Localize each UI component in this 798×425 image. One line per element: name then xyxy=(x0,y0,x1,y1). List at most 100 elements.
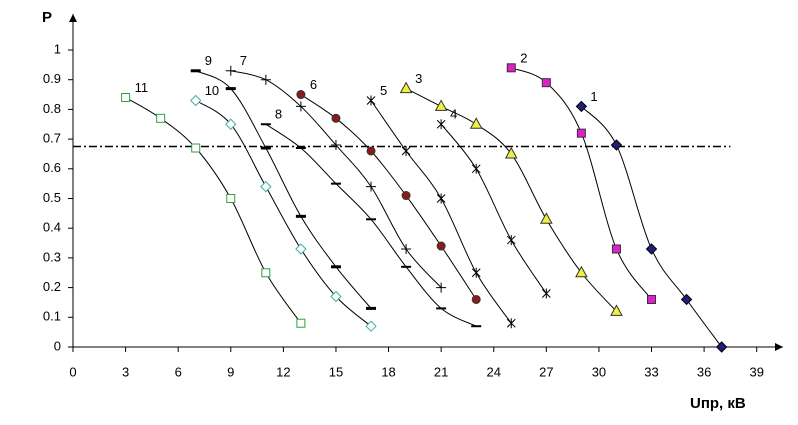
point xyxy=(190,94,202,107)
series-label: 3 xyxy=(415,71,422,86)
x-tick-label: 12 xyxy=(276,364,290,379)
x-tick-label: 27 xyxy=(539,364,553,379)
x-tick-label: 15 xyxy=(329,364,343,379)
point xyxy=(260,74,271,85)
series-label: 11 xyxy=(135,80,149,95)
series-label: 5 xyxy=(380,83,387,98)
series-line xyxy=(581,106,723,348)
point xyxy=(541,78,551,88)
point xyxy=(471,267,481,278)
point xyxy=(366,218,377,221)
point xyxy=(401,265,412,268)
point xyxy=(541,288,551,299)
series-label: 1 xyxy=(590,89,597,104)
point xyxy=(610,304,623,316)
point xyxy=(366,146,376,156)
series-label: 9 xyxy=(205,53,212,68)
point xyxy=(191,143,201,153)
point xyxy=(261,268,271,278)
x-tick-label: 30 xyxy=(592,364,606,379)
point xyxy=(295,101,306,112)
y-arrow xyxy=(69,14,77,22)
point xyxy=(471,163,481,174)
point xyxy=(156,113,166,123)
point xyxy=(296,90,306,100)
point xyxy=(647,294,657,304)
y-tick-label: 0.4 xyxy=(43,220,61,235)
point xyxy=(506,235,516,246)
series-line xyxy=(195,100,372,327)
x-tick-label: 21 xyxy=(434,364,448,379)
point xyxy=(401,145,411,156)
series-line xyxy=(405,88,617,312)
point xyxy=(469,117,483,129)
point xyxy=(295,147,306,150)
x-arrow xyxy=(775,343,783,351)
point xyxy=(506,318,516,329)
x-tick-label: 9 xyxy=(227,364,234,379)
y-tick-label: 0.5 xyxy=(43,190,61,205)
y-axis-label: P xyxy=(42,9,52,26)
point xyxy=(434,99,448,111)
series-label: 6 xyxy=(310,77,317,92)
series-line xyxy=(125,97,302,324)
point xyxy=(645,243,658,255)
series-line xyxy=(440,123,547,294)
point xyxy=(260,123,271,126)
point xyxy=(576,128,586,138)
point xyxy=(506,63,516,73)
point xyxy=(225,118,237,130)
point xyxy=(330,140,341,151)
point xyxy=(260,146,271,150)
point xyxy=(610,139,623,151)
point xyxy=(575,265,588,278)
y-tick-label: 0.1 xyxy=(43,309,61,324)
y-tick-label: 0.9 xyxy=(43,71,61,86)
series-label: 10 xyxy=(205,83,219,98)
point xyxy=(260,180,272,193)
point xyxy=(226,194,236,203)
point xyxy=(401,191,411,201)
point xyxy=(436,193,446,204)
x-tick-label: 39 xyxy=(749,364,763,379)
series-label: 4 xyxy=(450,107,457,122)
point xyxy=(366,95,376,106)
x-tick-label: 3 xyxy=(122,364,129,379)
x-tick-label: 0 xyxy=(69,364,76,379)
point xyxy=(471,325,482,328)
point xyxy=(539,212,553,224)
y-tick-label: 0.6 xyxy=(43,160,61,175)
point xyxy=(330,290,342,303)
point xyxy=(225,65,236,76)
x-axis-label: Uпр, кВ xyxy=(690,395,746,412)
point xyxy=(330,182,341,185)
point xyxy=(366,306,377,310)
y-tick-label: 0 xyxy=(54,338,61,353)
series-line xyxy=(511,67,652,300)
point xyxy=(366,181,377,192)
point xyxy=(295,214,306,218)
x-tick-label: 24 xyxy=(487,364,501,379)
point xyxy=(471,294,481,304)
x-tick-label: 6 xyxy=(175,364,182,379)
y-tick-label: 0.2 xyxy=(43,279,61,294)
point xyxy=(436,282,447,293)
point xyxy=(504,146,518,159)
x-tick-label: 36 xyxy=(697,364,711,379)
point xyxy=(575,100,588,113)
y-tick-label: 1 xyxy=(54,41,61,56)
point xyxy=(436,241,446,251)
point xyxy=(331,113,341,123)
point xyxy=(611,244,621,254)
point xyxy=(436,307,447,310)
point xyxy=(715,341,728,353)
point xyxy=(365,320,377,332)
point xyxy=(401,243,412,254)
y-tick-label: 0.7 xyxy=(43,131,61,146)
y-tick-label: 0.3 xyxy=(43,249,61,264)
x-tick-label: 33 xyxy=(644,364,658,379)
x-tick-label: 18 xyxy=(381,364,395,379)
y-tick-label: 0.8 xyxy=(43,101,61,116)
point xyxy=(121,93,131,103)
